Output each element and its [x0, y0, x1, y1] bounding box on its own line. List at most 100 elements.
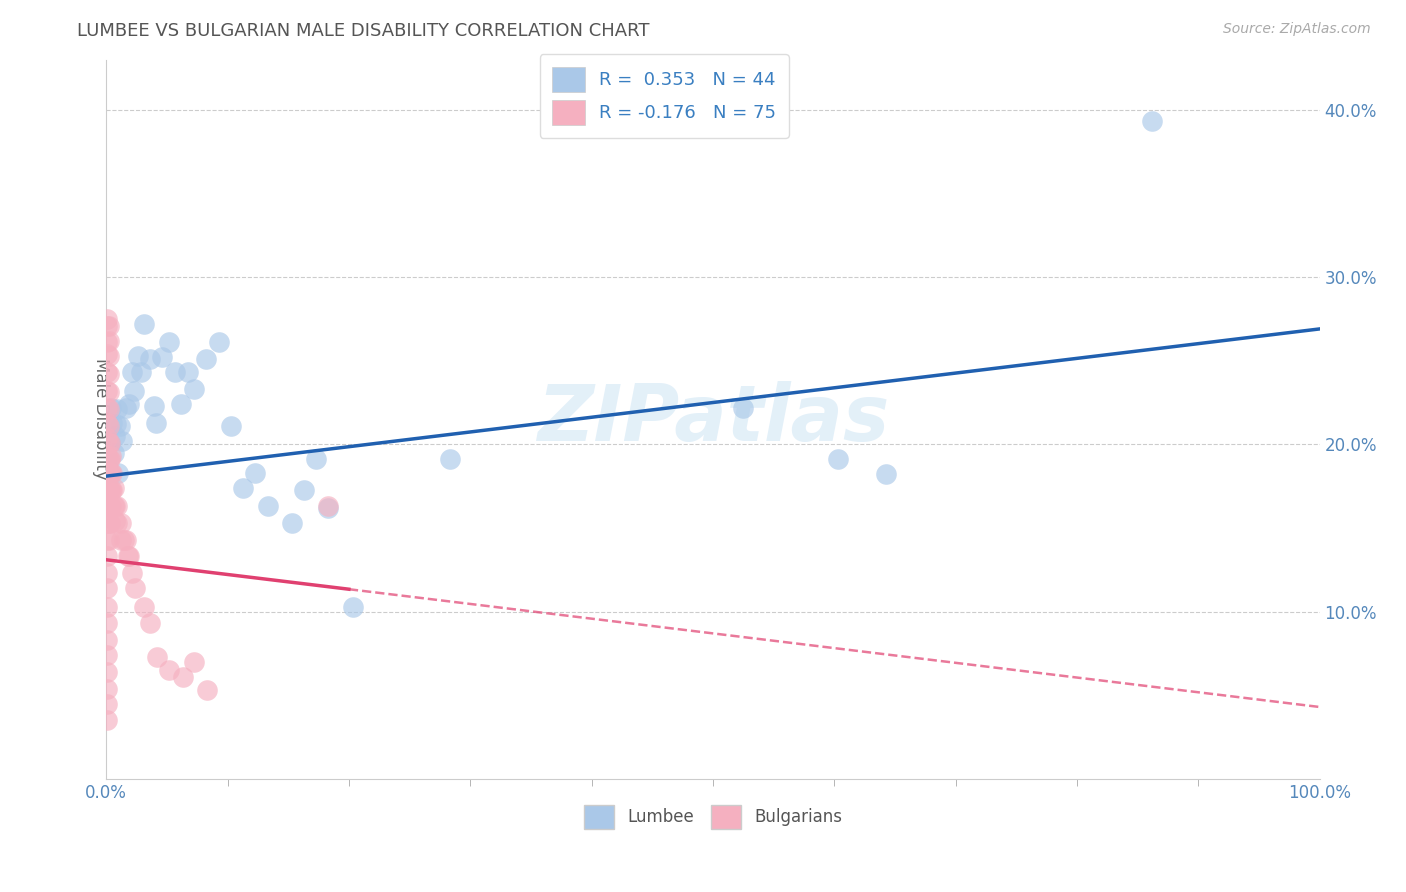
Point [139, 352, 162, 367]
Point [194, 352, 217, 367]
Point [132, 599, 155, 614]
Point [121, 366, 143, 380]
Point [157, 663, 180, 677]
Point [96, 366, 118, 380]
Point [108, 419, 131, 434]
Text: LUMBEE VS BULGARIAN MALE DISABILITY CORRELATION CHART: LUMBEE VS BULGARIAN MALE DISABILITY CORR… [77, 22, 650, 40]
Point [103, 446, 125, 460]
Point [183, 382, 205, 396]
Point [96, 335, 118, 350]
Point [97, 483, 120, 497]
Point [101, 416, 124, 430]
Point [96, 466, 118, 480]
Point [98, 466, 121, 480]
Point [96, 648, 118, 662]
Point [96, 450, 118, 465]
Point [97, 435, 120, 450]
Point [97, 419, 120, 434]
Point [100, 449, 122, 463]
Point [111, 434, 134, 448]
Point [875, 467, 897, 482]
Point [127, 349, 149, 363]
Point [107, 466, 129, 480]
Point [183, 655, 205, 669]
Legend: Lumbee, Bulgarians: Lumbee, Bulgarians [578, 798, 849, 835]
Point [96, 416, 118, 430]
Point [281, 516, 304, 530]
Point [97, 466, 120, 480]
Point [96, 714, 118, 728]
Point [100, 500, 122, 514]
Point [97, 318, 120, 333]
Point [103, 481, 125, 495]
Point [316, 500, 339, 515]
Point [96, 384, 118, 398]
Point [195, 683, 218, 698]
Point [104, 514, 127, 528]
Point [98, 483, 121, 497]
Point [292, 483, 315, 497]
Point [342, 599, 364, 614]
Point [124, 581, 146, 595]
Point [96, 401, 118, 415]
Point [208, 335, 231, 350]
Point [316, 500, 339, 514]
Point [97, 385, 120, 400]
Point [98, 435, 121, 450]
Point [98, 500, 121, 514]
Point [96, 665, 118, 679]
Point [96, 681, 118, 696]
Text: ZIPatlas: ZIPatlas [537, 381, 889, 458]
Point [100, 466, 122, 480]
Point [96, 449, 118, 463]
Point [165, 366, 187, 380]
Point [97, 334, 120, 348]
Point [110, 533, 132, 547]
Point [142, 399, 165, 413]
Y-axis label: Male Disability: Male Disability [93, 359, 110, 480]
Point [245, 466, 267, 480]
Point [176, 366, 198, 380]
Point [96, 633, 118, 648]
Point [131, 366, 153, 380]
Point [100, 483, 122, 497]
Point [256, 500, 278, 514]
Point [96, 616, 118, 631]
Point [122, 384, 145, 398]
Point [305, 452, 328, 467]
Point [145, 416, 167, 430]
Point [96, 533, 118, 547]
Point [97, 533, 120, 547]
Point [100, 401, 122, 415]
Point [170, 397, 193, 411]
Point [96, 500, 118, 514]
Point [96, 481, 118, 495]
Point [103, 500, 125, 514]
Point [104, 429, 127, 443]
Text: Source: ZipAtlas.com: Source: ZipAtlas.com [1223, 22, 1371, 37]
Point [98, 516, 121, 530]
Point [132, 317, 155, 331]
Point [121, 566, 143, 581]
Point [96, 466, 118, 480]
Point [96, 697, 118, 711]
Point [98, 452, 121, 467]
Point [104, 417, 127, 432]
Point [97, 500, 120, 514]
Point [96, 549, 118, 564]
Point [96, 599, 118, 614]
Point [118, 549, 141, 564]
Point [1140, 114, 1163, 128]
Point [97, 452, 120, 467]
Point [105, 402, 128, 417]
Point [98, 435, 121, 450]
Point [105, 500, 128, 514]
Point [733, 401, 755, 415]
Point [105, 516, 128, 530]
Point [146, 649, 169, 664]
Point [157, 335, 180, 350]
Point [139, 616, 162, 631]
Point [96, 311, 118, 326]
Point [110, 516, 132, 530]
Point [114, 401, 136, 415]
